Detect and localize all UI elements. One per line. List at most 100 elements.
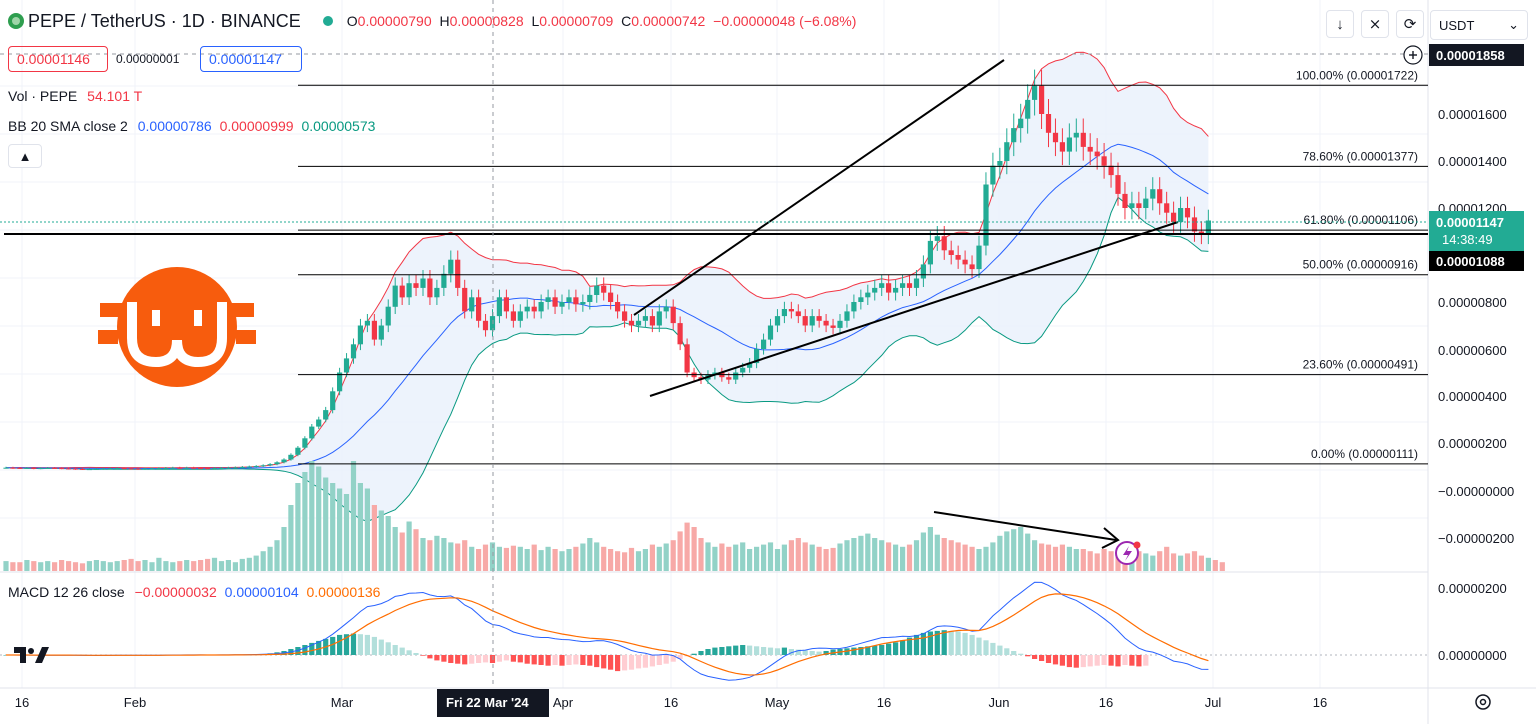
candle-body — [337, 372, 343, 392]
volume-bar — [1018, 527, 1024, 571]
candle-body — [142, 468, 148, 470]
bb-legend[interactable]: BB 20 SMA close 2 0.00000786 0.00000999 … — [8, 118, 375, 134]
candle-body — [121, 468, 127, 470]
macd-histogram-bar — [434, 655, 440, 661]
volume-bar — [740, 542, 746, 571]
macd-histogram-bar — [955, 631, 961, 655]
volume-bar — [1011, 529, 1017, 571]
macd-histogram-bar — [656, 655, 662, 665]
chevron-up-icon: ▲ — [18, 148, 32, 164]
volume-bar — [920, 532, 926, 571]
macd-histogram-bar — [350, 633, 357, 655]
high-value: 0.00000828 — [449, 13, 524, 29]
download-button[interactable]: ↓ — [1326, 10, 1354, 38]
price-axis-tick: 0.00000600 — [1438, 343, 1507, 358]
macd-histogram-bar — [608, 655, 614, 670]
settings-gear-icon[interactable] — [1475, 694, 1491, 710]
candle-body — [1032, 85, 1038, 100]
macd-histogram-bar — [1108, 655, 1114, 666]
volume-bar — [698, 538, 704, 571]
macd-histogram-bar — [316, 640, 322, 655]
collapse-button[interactable]: ⨯ — [1361, 10, 1389, 38]
macd-histogram-bar — [920, 632, 926, 655]
volume-bar — [45, 561, 51, 571]
macd-histogram-bar — [295, 647, 301, 655]
download-arrow-icon: ↓ — [1336, 15, 1344, 33]
macd-histogram-bar — [628, 655, 635, 670]
macd-histogram-bar — [517, 655, 523, 663]
volume-bar — [677, 531, 683, 571]
candle-body — [761, 339, 767, 349]
volume-bar — [1108, 551, 1114, 571]
bb-lower-value: 0.00000573 — [301, 118, 376, 134]
macd-histogram-bar — [872, 645, 878, 655]
volume-bar — [420, 538, 426, 571]
volume-bar — [726, 546, 732, 571]
time-axis[interactable]: 16 Feb Mar Apr 16 May 16 Jun 16 Jul 16 — [15, 695, 1327, 710]
volume-bar — [371, 505, 377, 571]
macd-histogram-bar — [448, 655, 454, 663]
price-axis-tick: 0.00001400 — [1438, 154, 1507, 169]
symbol-title[interactable]: PEPE / TetherUS · 1D · BINANCE — [28, 10, 301, 31]
candle-body — [788, 309, 794, 312]
volume-bar — [121, 560, 127, 571]
candle-body — [1101, 156, 1107, 166]
volume-legend[interactable]: Vol · PEPE 54.101 T — [8, 88, 142, 104]
fullscreen-button[interactable]: ⟳ — [1396, 10, 1424, 38]
price-axis[interactable]: 0.000016000.000014000.000012000.00000800… — [1438, 107, 1514, 663]
macd-histogram-bar — [642, 655, 648, 668]
candle-body — [288, 454, 294, 460]
volume-bar — [52, 562, 58, 571]
candles — [3, 69, 1211, 471]
macd-histogram-bar — [1059, 655, 1065, 666]
volume-bar — [1150, 555, 1156, 571]
volume-bar — [649, 544, 655, 571]
candle-body — [823, 320, 829, 326]
volume-bar — [1178, 555, 1184, 571]
tradingview-logo-icon — [14, 647, 49, 663]
candle-body — [1066, 137, 1072, 152]
candle-body — [795, 311, 801, 317]
macd-histogram-bar — [1066, 655, 1072, 668]
macd-histogram-bar — [1052, 655, 1059, 665]
candle-body — [552, 297, 558, 307]
collapse-legend-button[interactable]: ▲ — [8, 144, 42, 168]
volume-bar — [184, 560, 190, 571]
candle-body — [913, 278, 920, 288]
candle-body — [1205, 220, 1211, 234]
add-alert-button[interactable] — [1403, 45, 1423, 65]
pepe-coin-icon — [8, 13, 24, 29]
macd-histogram-bar — [622, 655, 628, 671]
volume-bar — [670, 540, 676, 571]
trend-drawings[interactable] — [4, 59, 1428, 549]
volume-bar — [545, 546, 551, 571]
macd-legend[interactable]: MACD 12 26 close −0.00000032 0.00000104 … — [8, 584, 380, 600]
volume-bar — [31, 561, 37, 571]
volume-bar — [274, 540, 280, 571]
candle-body — [1164, 203, 1170, 213]
sell-button[interactable]: 0.00001146 — [8, 46, 108, 72]
candle-body — [594, 285, 600, 295]
volume-bar — [1205, 557, 1211, 571]
macd-histogram-bar — [476, 655, 482, 663]
volume-bar — [378, 510, 384, 571]
volume-bar — [441, 538, 447, 571]
volume-bar — [983, 546, 989, 571]
candle-body — [879, 283, 885, 288]
tradingview-logo[interactable] — [14, 645, 50, 671]
candle-body — [858, 297, 864, 302]
svg-text:14:38:49: 14:38:49 — [1442, 232, 1493, 247]
volume-bar — [302, 472, 308, 571]
volume-bar — [962, 544, 968, 571]
lightning-alert-icon[interactable] — [1115, 541, 1141, 565]
volume-bar — [1087, 551, 1093, 571]
fibonacci-retracement[interactable]: 100.00% (0.00001722) 78.60% (0.00001377) 6… — [298, 68, 1428, 465]
buy-button[interactable]: 0.00001147 — [200, 46, 302, 72]
currency-select[interactable]: USDT ⌄ — [1430, 10, 1528, 40]
candle-body — [1094, 151, 1100, 157]
volume-bar — [1059, 544, 1065, 571]
candle-body — [1122, 193, 1128, 208]
market-status-icon[interactable] — [322, 16, 333, 26]
candle-body — [52, 467, 58, 469]
